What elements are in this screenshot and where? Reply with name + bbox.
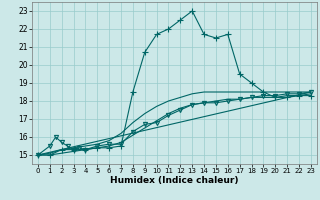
X-axis label: Humidex (Indice chaleur): Humidex (Indice chaleur) xyxy=(110,176,239,185)
